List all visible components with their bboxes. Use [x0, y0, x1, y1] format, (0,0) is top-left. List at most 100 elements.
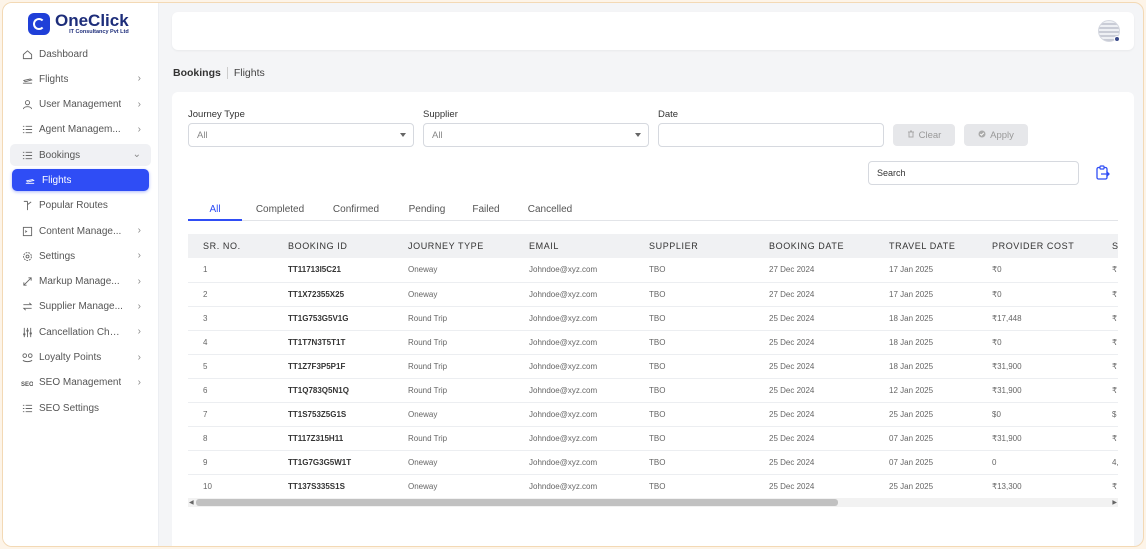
- list-icon: [21, 402, 33, 414]
- table-row[interactable]: 1 TT11713I5C21 Oneway Johndoe@xyz.com TBO 27 …: [188, 258, 1118, 282]
- cell-journey-type: Round Trip: [408, 313, 448, 323]
- sidebar-item-supplier-management[interactable]: Supplier Manage... ›: [10, 296, 151, 318]
- sidebar-item-flights[interactable]: Flights ›: [10, 68, 151, 90]
- cell-travel-date: 07 Jan 2025: [889, 433, 934, 443]
- table-row[interactable]: 2 TT1X72355X25 Oneway Johndoe@xyz.com TBO 27 …: [188, 282, 1118, 306]
- scroll-right-icon[interactable]: ▶: [1112, 500, 1117, 506]
- sidebar-item-bookings[interactable]: Bookings ⌄: [10, 144, 151, 167]
- cell-booking-date: 27 Dec 2024: [769, 265, 815, 275]
- cell-travel-date: 18 Jan 2025: [889, 361, 934, 371]
- cell-booking-id: TT1G7G3G5W1T: [288, 457, 352, 467]
- cell-supplier: TBO: [649, 481, 666, 491]
- cell-supplier: TBO: [649, 313, 666, 323]
- sidebar-item-bookings-flights[interactable]: Flights: [12, 169, 149, 192]
- export-icon[interactable]: [1096, 165, 1110, 180]
- chevron-right-icon: ›: [137, 351, 141, 363]
- sidebar-item-loyalty-points[interactable]: Loyalty Points ›: [10, 347, 151, 369]
- avatar[interactable]: [1098, 20, 1120, 42]
- sidebar-item-user-management[interactable]: User Management ›: [10, 94, 151, 116]
- clear-button[interactable]: Clear: [893, 124, 955, 146]
- cell-booking-id: TT1T7N3T5T1T: [288, 337, 346, 347]
- scroll-left-icon[interactable]: ◀: [189, 500, 194, 506]
- date-input[interactable]: [658, 123, 884, 147]
- sidebar-item-agent-management[interactable]: Agent Managem... ›: [10, 119, 151, 141]
- sidebar-item-label: User Management: [39, 99, 122, 111]
- cell-provider-cost: ₹31,900: [992, 433, 1022, 443]
- sidebar-item-seo-settings[interactable]: SEO Settings: [10, 397, 151, 419]
- header-supplier: SUPPLIER: [649, 241, 699, 251]
- header-journey-type: JOURNEY TYPE: [408, 241, 484, 251]
- loyalty-icon: [21, 352, 33, 364]
- chevron-right-icon: ›: [137, 73, 141, 85]
- plane-icon: [21, 73, 33, 85]
- cell-booking-date: 25 Dec 2024: [769, 433, 815, 443]
- table-row[interactable]: 8 TT117Z315H11 Round Trip Johndoe@xyz.com TB…: [188, 426, 1118, 450]
- cell-supplier: TBO: [649, 361, 666, 371]
- cell-sr-no: 6: [203, 385, 208, 395]
- status-tabs: All Completed Confirmed Pending Failed C…: [188, 199, 1118, 221]
- sidebar-item-label: SEO Settings: [39, 402, 100, 414]
- cell-truncated: ₹: [1112, 361, 1118, 371]
- header-sr-no: SR. NO.: [203, 241, 241, 251]
- sidebar-item-seo-management[interactable]: SEO SEO Management ›: [10, 372, 151, 394]
- cell-email: Johndoe@xyz.com: [529, 481, 598, 491]
- sidebar-item-content-management[interactable]: Content Manage... ›: [10, 220, 151, 242]
- cell-truncated: ₹: [1112, 385, 1118, 395]
- cell-booking-date: 25 Dec 2024: [769, 481, 815, 491]
- breadcrumb-bookings[interactable]: Bookings: [173, 67, 221, 79]
- horizontal-scrollbar[interactable]: ◀ ▶: [188, 498, 1118, 507]
- table-row[interactable]: 3 TT1G753G5V1G Round Trip Johndoe@xyz.com TB…: [188, 306, 1118, 330]
- tab-pending[interactable]: Pending: [408, 204, 446, 215]
- table-row[interactable]: 7 TT1S753Z5G1S Oneway Johndoe@xyz.com TBO 25 …: [188, 402, 1118, 426]
- tab-cancelled[interactable]: Cancelled: [527, 204, 573, 215]
- tab-confirmed[interactable]: Confirmed: [332, 204, 380, 215]
- tab-all[interactable]: All: [188, 199, 242, 221]
- tab-failed[interactable]: Failed: [472, 204, 500, 215]
- cell-email: Johndoe@xyz.com: [529, 409, 598, 419]
- supplier-value: All: [432, 130, 443, 141]
- cell-booking-id: TT1Q783Q5N1Q: [288, 385, 349, 395]
- table-row[interactable]: 4 TT1T7N3T5T1T Round Trip Johndoe@xyz.com TB…: [188, 330, 1118, 354]
- chevron-right-icon: ›: [137, 250, 141, 262]
- table-row[interactable]: 6 TT1Q783Q5N1Q Round Trip Johndoe@xyz.com TB…: [188, 378, 1118, 402]
- seo-icon: SEO: [21, 377, 33, 389]
- journey-type-select[interactable]: All: [188, 123, 414, 147]
- sidebar-item-markup-management[interactable]: Markup Manage... ›: [10, 271, 151, 293]
- table-row[interactable]: 5 TT1Z7F3P5P1F Round Trip Johndoe@xyz.com TB…: [188, 354, 1118, 378]
- search-input[interactable]: Search: [868, 161, 1079, 185]
- sidebar-nav: Dashboard Flights › User Management ›: [3, 43, 158, 419]
- sidebar-item-cancellation-charges[interactable]: Cancellation Char... ›: [10, 321, 151, 343]
- chevron-right-icon: ›: [137, 326, 141, 338]
- table-row[interactable]: 9 TT1G7G3G5W1T Oneway Johndoe@xyz.com TBO 25 …: [188, 450, 1118, 474]
- cell-booking-id: TT137S335S1S: [288, 481, 345, 491]
- chevron-right-icon: ›: [137, 225, 141, 237]
- cell-sr-no: 10: [203, 481, 212, 491]
- cell-supplier: TBO: [649, 385, 666, 395]
- cell-travel-date: 18 Jan 2025: [889, 337, 934, 347]
- document-icon: [21, 225, 33, 237]
- tab-completed[interactable]: Completed: [255, 204, 305, 215]
- brand-logo[interactable]: OneClick IT Consultancy Pvt Ltd: [3, 3, 158, 39]
- cell-sr-no: 7: [203, 409, 208, 419]
- cell-supplier: TBO: [649, 289, 666, 299]
- cell-sr-no: 1: [203, 265, 208, 275]
- table-header-row: SR. NO. BOOKING ID JOURNEY TYPE EMAIL SU…: [188, 234, 1118, 258]
- list-icon: [21, 124, 33, 136]
- cell-booking-date: 25 Dec 2024: [769, 361, 815, 371]
- table-row[interactable]: 10 TT137S335S1S Oneway Johndoe@xyz.com TBO 25…: [188, 474, 1118, 498]
- header-booking-id: BOOKING ID: [288, 241, 348, 251]
- sidebar-item-dashboard[interactable]: Dashboard: [10, 43, 151, 65]
- supplier-select[interactable]: All: [423, 123, 649, 147]
- sidebar-item-label: Popular Routes: [39, 200, 108, 212]
- arrows-icon: [21, 276, 33, 288]
- header-provider-cost: PROVIDER COST: [992, 241, 1075, 251]
- apply-label: Apply: [990, 129, 1014, 141]
- sidebar-item-popular-routes[interactable]: Popular Routes: [10, 195, 151, 217]
- scrollbar-thumb[interactable]: [196, 499, 838, 506]
- cell-journey-type: Oneway: [408, 265, 438, 275]
- cell-email: Johndoe@xyz.com: [529, 433, 598, 443]
- apply-button[interactable]: Apply: [964, 124, 1028, 146]
- sidebar-item-settings[interactable]: Settings ›: [10, 245, 151, 267]
- sidebar-item-label: Bookings: [39, 149, 81, 161]
- cell-journey-type: Round Trip: [408, 385, 448, 395]
